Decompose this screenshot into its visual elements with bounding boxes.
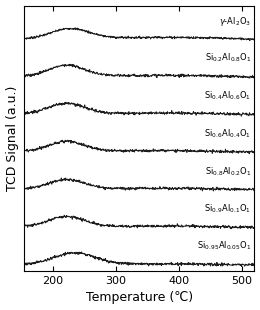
Text: Si$_{0.2}$Al$_{0.8}$O$_1$: Si$_{0.2}$Al$_{0.8}$O$_1$ [205,51,251,64]
Text: Si$_{0.95}$Al$_{0.05}$O$_1$: Si$_{0.95}$Al$_{0.05}$O$_1$ [197,239,251,252]
X-axis label: Temperature (℃): Temperature (℃) [86,291,193,304]
Text: Si$_{0.9}$Al$_{0.1}$O$_1$: Si$_{0.9}$Al$_{0.1}$O$_1$ [204,203,251,215]
Text: Si$_{0.6}$Al$_{0.4}$O$_1$: Si$_{0.6}$Al$_{0.4}$O$_1$ [204,128,251,140]
Text: $\gamma$-Al$_2$O$_3$: $\gamma$-Al$_2$O$_3$ [219,15,251,28]
Text: Si$_{0.4}$Al$_{0.6}$O$_1$: Si$_{0.4}$Al$_{0.6}$O$_1$ [204,90,251,102]
Y-axis label: TCD Signal (a.u.): TCD Signal (a.u.) [5,86,18,191]
Text: Si$_{0.8}$Al$_{0.2}$O$_1$: Si$_{0.8}$Al$_{0.2}$O$_1$ [205,166,251,178]
